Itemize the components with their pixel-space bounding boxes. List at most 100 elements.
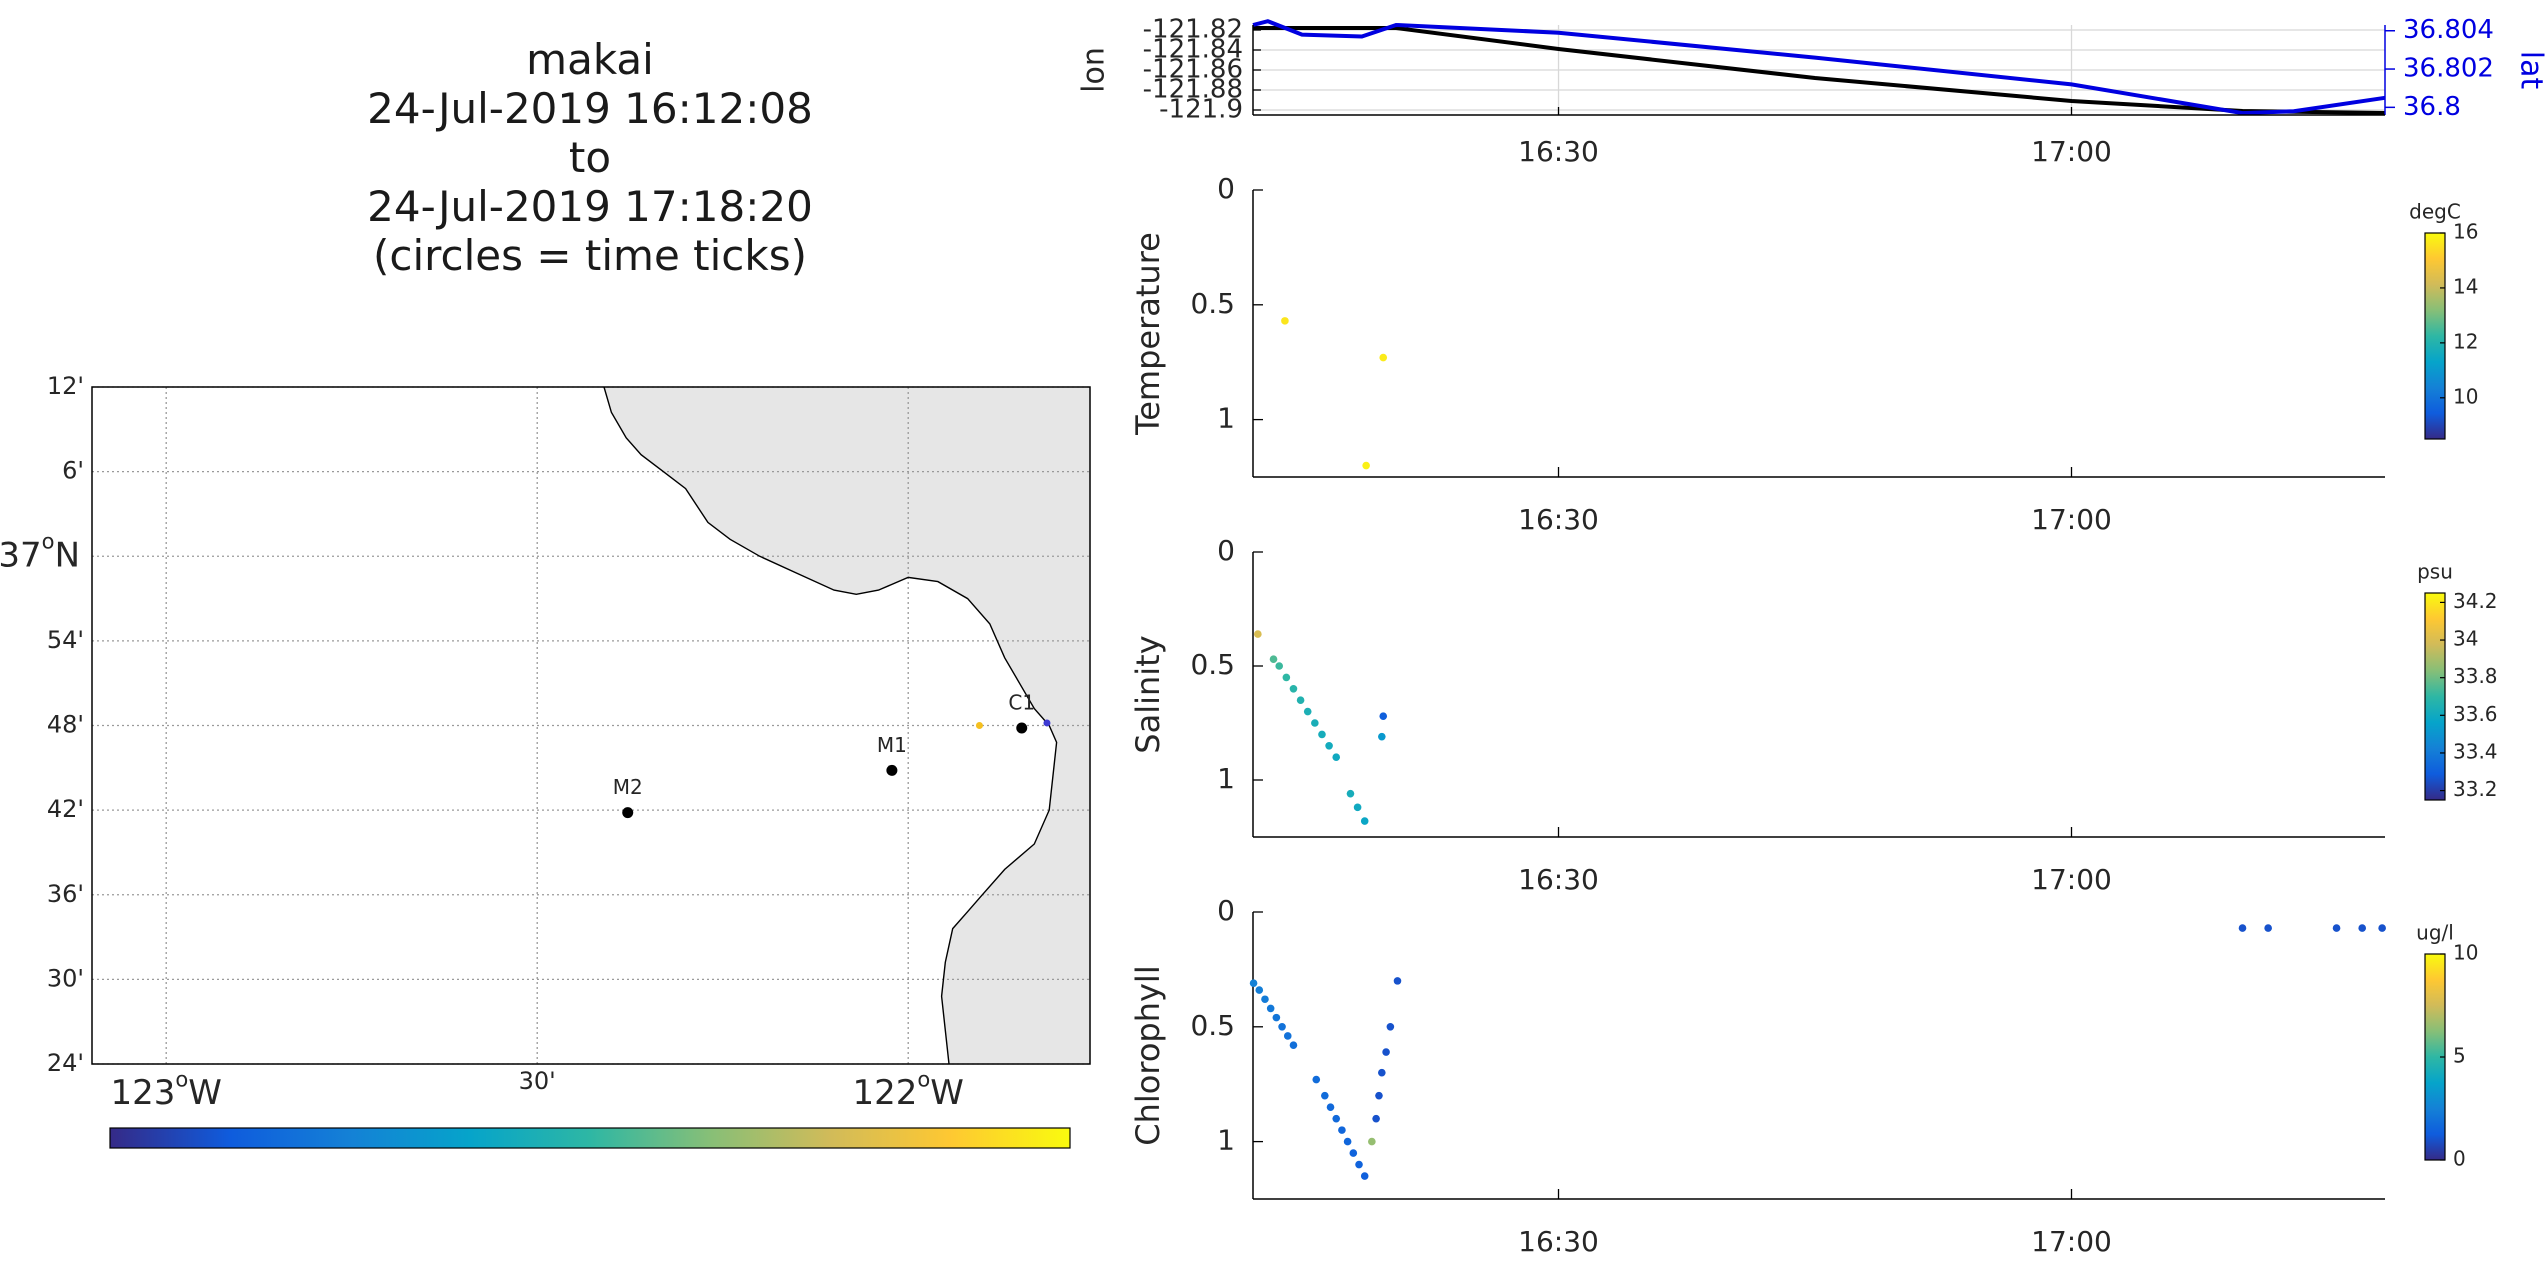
figure-title: makai 24-Jul-2019 16:12:08 to 24-Jul-201…	[290, 35, 890, 280]
temperature-colorbar-tick-label: 16	[2453, 220, 2478, 244]
map-coastline	[603, 386, 1058, 1065]
lonlat-y2-tick-label: 36.802	[2403, 54, 2494, 84]
temperature-data-point	[1362, 461, 1370, 470]
temperature-x-tick-label: 16:30	[1518, 503, 1599, 536]
lonlat-ylabel: lon	[1077, 47, 1112, 93]
chlorophyll-data-point	[1249, 979, 1258, 987]
chlorophyll-ylabel: Chlorophyll	[1129, 965, 1167, 1145]
temperature-y-tick-label: 0.5	[1190, 287, 1235, 320]
salinity-data-point	[1254, 630, 1262, 638]
chlorophyll-data-point	[1360, 1172, 1369, 1180]
chlorophyll-data-point	[1255, 986, 1264, 994]
temperature-colorbar	[2424, 232, 2446, 440]
temperature-data-point	[1379, 353, 1388, 362]
map-y-tick-label: 42'	[47, 795, 84, 823]
salinity-data-point	[1296, 696, 1305, 704]
temperature-colorbar-tick-label: 12	[2453, 329, 2478, 353]
salinity-y-tick-label: 1	[1217, 762, 1235, 795]
chlorophyll-data-point	[1349, 1149, 1358, 1157]
map-station-label: M2	[613, 775, 643, 799]
chlorophyll-data-point	[1272, 1013, 1281, 1022]
chlorophyll-data-point	[1355, 1160, 1363, 1169]
salinity-data-point	[1303, 707, 1312, 716]
lonlat-y2-tick-label: 36.8	[2403, 92, 2461, 122]
salinity-colorbar-label: psu	[2417, 560, 2453, 584]
chlorophyll-data-point	[1386, 1023, 1395, 1031]
chlorophyll-data-point	[2238, 924, 2247, 932]
salinity-data-point	[1275, 662, 1284, 670]
salinity-y-tick-label: 0	[1217, 534, 1235, 567]
title-line-3: to	[568, 133, 612, 182]
temperature-colorbar-tick-label: 14	[2453, 274, 2478, 298]
chlorophyll-data-point	[1261, 995, 1269, 1004]
lonlat-y-tick-label: -121.86	[1143, 55, 1243, 85]
map-y-tick-label: 12'	[47, 372, 84, 400]
chlorophyll-x-tick-label: 17:00	[2031, 1225, 2112, 1258]
lonlat-y-tick-label: -121.9	[1159, 95, 1243, 125]
salinity-data-point	[1289, 685, 1298, 693]
chlorophyll-data-point	[1378, 1068, 1386, 1077]
chlorophyll-data-point	[1278, 1023, 1286, 1031]
title-line-2: 24-Jul-2019 16:12:08	[367, 84, 813, 133]
temperature-y-tick-label: 1	[1217, 402, 1235, 435]
chlorophyll-data-point	[1393, 977, 1402, 985]
map-track-point	[975, 722, 983, 729]
map-station-marker	[1016, 722, 1028, 734]
lonlat-series-lat	[1252, 19, 2386, 116]
salinity-colorbar-tick-label: 33.6	[2453, 702, 2498, 726]
temperature-y-tick-label: 0	[1217, 172, 1235, 205]
salinity-colorbar-tick-label: 34	[2453, 627, 2478, 651]
temperature-data-point	[1281, 317, 1289, 325]
chlorophyll-colorbar-tick-label: 5	[2453, 1044, 2466, 1068]
chlorophyll-data-point	[1375, 1091, 1383, 1100]
map-x-tick-label: 30'	[519, 1067, 556, 1095]
salinity-data-point	[1379, 712, 1388, 720]
map-colorbar	[109, 1127, 1071, 1149]
chlorophyll-y-tick-label: 0	[1217, 894, 1235, 927]
chlorophyll-y-tick-label: 0.5	[1190, 1009, 1235, 1042]
salinity-data-point	[1360, 817, 1369, 825]
lonlat-y2-tick-label: 36.804	[2403, 15, 2494, 45]
salinity-y-tick-label: 0.5	[1190, 648, 1235, 681]
salinity-data-point	[1318, 730, 1326, 739]
salinity-colorbar-tick-label: 34.2	[2453, 589, 2498, 613]
map-track-point	[1043, 719, 1051, 727]
map-x-tick-label: 122oW	[852, 1066, 963, 1112]
salinity-data-point	[1332, 753, 1341, 761]
temperature-x-tick-label: 17:00	[2031, 503, 2112, 536]
title-line-4: 24-Jul-2019 17:18:20	[367, 182, 813, 231]
chlorophyll-data-point	[1289, 1041, 1298, 1049]
salinity-data-point	[1378, 732, 1386, 741]
salinity-ylabel: Salinity	[1129, 635, 1167, 753]
chlorophyll-data-point	[1368, 1137, 1376, 1146]
salinity-data-point	[1353, 803, 1362, 812]
chlorophyll-colorbar-tick-label: 0	[2453, 1147, 2466, 1171]
map-station-label: C1	[1008, 691, 1035, 715]
temperature-colorbar-label: degC	[2409, 200, 2461, 224]
chlorophyll-data-point	[1332, 1114, 1341, 1123]
lonlat-series-lon	[1253, 26, 2386, 115]
lonlat-y-tick-label: -121.88	[1143, 75, 1243, 105]
salinity-data-point	[1311, 719, 1319, 727]
lonlat-y2label: lat	[2514, 51, 2545, 90]
chlorophyll-y-tick-label: 1	[1217, 1124, 1235, 1157]
chlorophyll-data-point	[1382, 1048, 1390, 1056]
map-y-tick-label: 37oN	[0, 529, 80, 575]
map-station-marker	[622, 807, 634, 819]
map-y-tick-label: 24'	[47, 1049, 84, 1077]
chlorophyll-data-point	[1266, 1004, 1275, 1013]
chlorophyll-data-point	[1372, 1114, 1380, 1123]
salinity-x-tick-label: 17:00	[2031, 863, 2112, 896]
chlorophyll-data-point	[1338, 1126, 1346, 1134]
map-y-tick-label: 48'	[47, 711, 84, 739]
map-x-tick-label: 123oW	[110, 1066, 221, 1112]
salinity-data-point	[1346, 789, 1355, 798]
chlorophyll-data-point	[1283, 1032, 1292, 1040]
chlorophyll-data-point	[2378, 924, 2386, 932]
chlorophyll-data-point	[2332, 924, 2341, 932]
salinity-colorbar-tick-label: 33.8	[2453, 664, 2498, 688]
chlorophyll-data-point	[2358, 924, 2367, 932]
lonlat-y-tick-label: -121.82	[1143, 15, 1243, 45]
map-frame	[91, 386, 1091, 1065]
